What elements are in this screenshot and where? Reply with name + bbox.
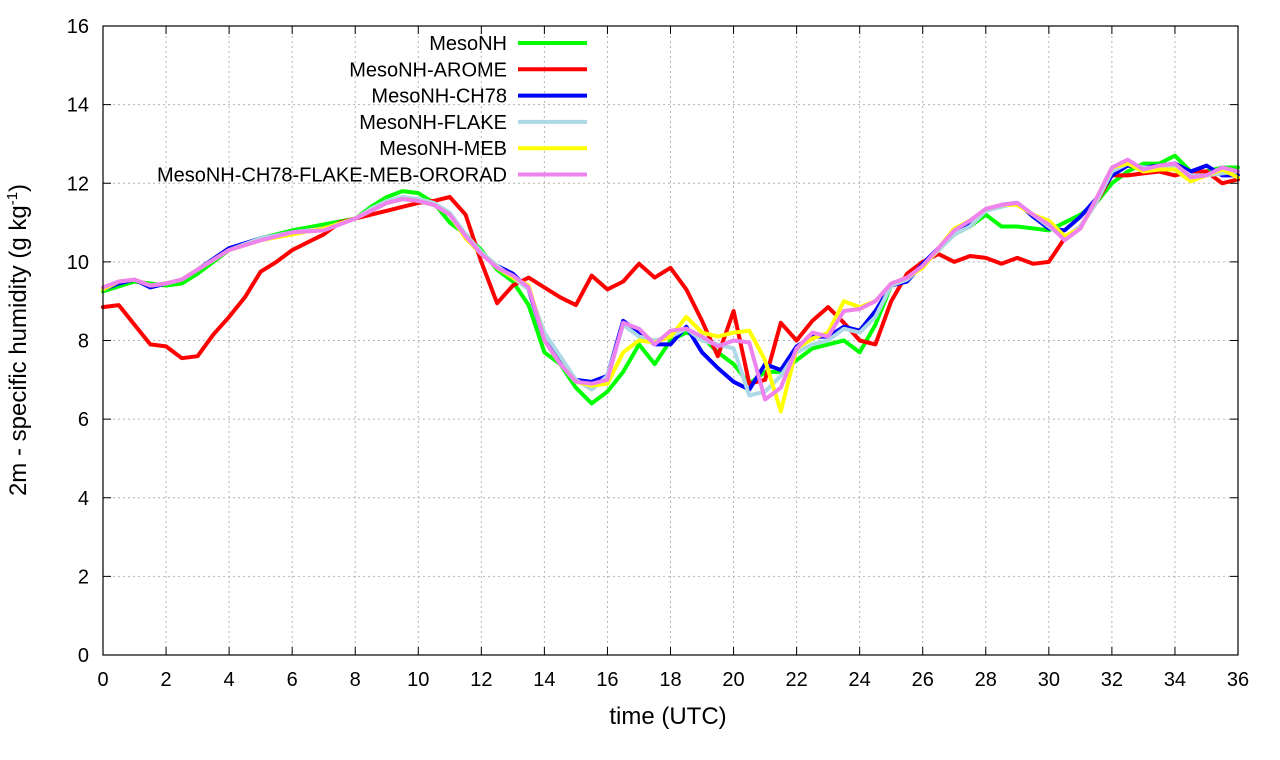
y-axis-title-superscript: -1 xyxy=(4,192,21,205)
x-tick-label: 36 xyxy=(1227,669,1249,691)
x-axis-title: time (UTC) xyxy=(609,703,726,730)
x-tick-label: 10 xyxy=(407,669,429,691)
x-tick-label: 22 xyxy=(785,669,807,691)
legend-label: MesoNH-FLAKE xyxy=(359,112,507,134)
y-tick-label: 12 xyxy=(67,173,89,195)
x-axis-ticks: 0 2 4 6 8 10 12 14 16 18 20 22 24 26 28 30 32 34 36 xyxy=(97,26,1249,691)
x-tick-label: 14 xyxy=(533,669,555,691)
x-tick-label: 34 xyxy=(1164,669,1186,691)
y-axis-title: 2m - specific humidity (g kg-1) xyxy=(4,184,32,496)
legend-label: MesoNH xyxy=(429,33,507,55)
y-tick-label: 16 xyxy=(67,16,89,38)
x-tick-label: 0 xyxy=(97,669,108,691)
x-tick-label: 30 xyxy=(1038,669,1060,691)
series-lines xyxy=(101,153,1240,414)
y-axis-title-end: ) xyxy=(5,184,32,192)
legend: MesoNH MesoNH-AROME MesoNH-CH78 MesoNH-FLAK… xyxy=(157,33,587,187)
x-tick-label: 32 xyxy=(1101,669,1123,691)
y-tick-label: 2 xyxy=(78,566,89,588)
series-line-mesonh-flake xyxy=(101,161,1240,398)
y-tick-label: 6 xyxy=(78,409,89,431)
x-tick-label: 6 xyxy=(287,669,298,691)
x-tick-label: 8 xyxy=(350,669,361,691)
x-tick-label: 28 xyxy=(975,669,997,691)
x-tick-label: 16 xyxy=(596,669,618,691)
legend-label: MesoNH-MEB xyxy=(379,138,507,160)
x-tick-label: 24 xyxy=(849,669,871,691)
y-tick-label: 8 xyxy=(78,331,89,353)
y-axis-title-main: 2m - specific humidity (g kg xyxy=(5,205,32,496)
y-axis-ticks: 0 2 4 6 8 10 12 14 16 xyxy=(67,16,1238,667)
series-line-mesonh-ch78-flake-meb-ororad xyxy=(101,157,1240,402)
x-tick-label: 26 xyxy=(912,669,934,691)
x-tick-label: 4 xyxy=(224,669,235,691)
legend-label: MesoNH-CH78 xyxy=(371,86,507,108)
y-tick-label: 4 xyxy=(78,488,89,510)
x-tick-label: 20 xyxy=(722,669,744,691)
series-line-mesonh-arome xyxy=(101,169,1240,386)
legend-label: MesoNH-AROME xyxy=(349,59,507,81)
x-tick-label: 2 xyxy=(160,669,171,691)
x-tick-label: 12 xyxy=(470,669,492,691)
y-tick-label: 10 xyxy=(67,252,89,274)
y-tick-label: 0 xyxy=(78,645,89,667)
x-tick-label: 18 xyxy=(659,669,681,691)
legend-label: MesoNH-CH78-FLAKE-MEB-ORORAD xyxy=(157,165,507,187)
y-tick-label: 14 xyxy=(67,95,89,117)
